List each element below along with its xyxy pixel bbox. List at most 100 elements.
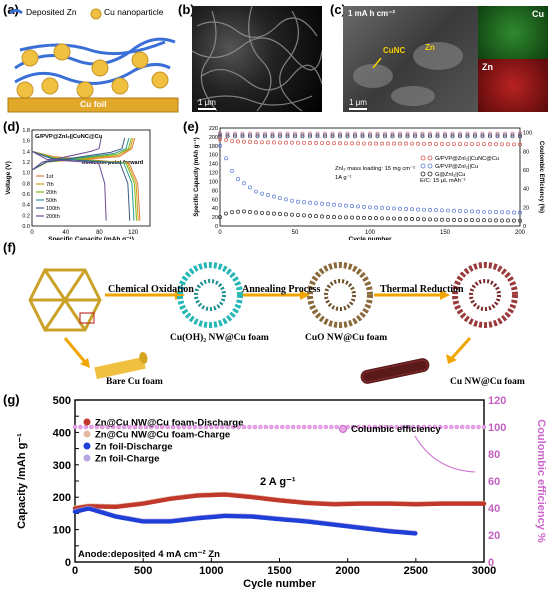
panel-d-ytick: 1.0	[22, 171, 30, 177]
panel-e-data-point	[404, 207, 408, 211]
panel-e-data-point	[302, 213, 306, 218]
panel-e-ce-point	[518, 134, 522, 139]
panel-g-ce-point	[192, 424, 198, 430]
panel-e-data-point	[440, 142, 444, 146]
panel-g-y2tick: 0	[488, 557, 494, 569]
panel-e-data-point	[500, 210, 504, 215]
panel-e-frame	[219, 127, 521, 227]
panel-e-data-point	[440, 217, 444, 222]
panel-e-data-point	[512, 142, 516, 147]
panel-e-ce-point	[368, 134, 372, 139]
panel-g-ce-point	[214, 424, 219, 430]
arrow-down-2	[450, 336, 472, 360]
panel-e-data-point	[404, 141, 408, 146]
panel-c-scale-text: 1 μm	[349, 98, 367, 107]
panel-d-ytick: 1.2	[22, 160, 30, 166]
panel-g-ce-point	[389, 424, 394, 430]
panel-e-data-point	[446, 217, 450, 222]
panel-e-ce-point	[375, 134, 380, 139]
caption-bare: Bare Cu foam	[106, 377, 163, 387]
panel-e-data-point	[368, 216, 372, 220]
panel-e-data-point	[398, 141, 402, 146]
panel-e-ce-point	[270, 131, 275, 136]
panel-e-ce-point	[293, 131, 297, 136]
panel-d-legend-label: 200th	[46, 214, 60, 220]
panel-g-ce-point	[105, 424, 110, 430]
panel-e-y2label: Coulombic Efficiency (%)	[538, 141, 544, 213]
panel-e-legend-label: G@ZnI₂||Cu	[435, 172, 465, 178]
panel-e-ce-point	[420, 133, 425, 137]
panel-e-ce-point	[465, 131, 470, 136]
panel-c-zn-label: Zn	[425, 43, 435, 52]
panel-g-y2tick: 40	[488, 503, 500, 515]
panel-e-data-point	[242, 181, 246, 186]
panel-d-ytick: 0.4	[22, 203, 30, 209]
panel-d-frame	[31, 129, 151, 227]
panel-e-data-point	[302, 200, 306, 205]
panel-e-data-point	[338, 215, 342, 220]
panel-e-data-point	[278, 195, 282, 200]
panel-e-legend-marker-2	[427, 171, 433, 177]
panel-d-xtick: 80	[96, 230, 103, 236]
panel-e-ce-point	[375, 133, 380, 137]
panel-e-ytick: 80	[212, 188, 218, 194]
panel-d-charge-curve	[31, 137, 102, 171]
panel-g-ce-point	[274, 424, 279, 430]
panel-e-data-point	[254, 210, 258, 215]
panel-g-ce-point	[285, 424, 290, 430]
panel-e-ce-point	[278, 131, 282, 136]
cu-foil-label: Cu foil	[80, 99, 107, 109]
panel-e-ce-point	[443, 133, 447, 137]
panel-e-data-point	[458, 208, 462, 213]
panel-e-ce-point	[428, 131, 432, 136]
panel-e-ce-point	[330, 131, 335, 136]
panel-e-data-point	[488, 209, 492, 214]
panel-e-xtick: 0	[218, 230, 222, 236]
panel-e-ce-point	[465, 133, 470, 137]
panel-e-data-point	[356, 141, 360, 146]
panel-e-data-point	[392, 216, 396, 221]
panel-g-xtick: 3000	[472, 565, 496, 577]
panel-g-ytick: 400	[53, 427, 71, 439]
panel-d-discharge-curve	[31, 150, 131, 221]
panel-g-y2tick: 80	[488, 449, 500, 461]
panel-a-schematic	[7, 8, 179, 113]
panel-e-data-point	[362, 204, 366, 209]
panel-e-data-point	[332, 202, 336, 207]
panel-e-ce-point	[270, 133, 275, 137]
panel-g-ce-point	[405, 424, 410, 430]
panel-g-ce-point	[89, 424, 94, 430]
panel-e-ce-point	[240, 134, 245, 139]
panel-g-ce-point	[203, 424, 209, 430]
panel-g-ce-point	[121, 424, 127, 430]
panel-e-ce-point	[338, 134, 342, 139]
panel-g-xtick: 1000	[199, 565, 223, 577]
panel-e-ce-point	[315, 131, 320, 136]
panel-e-ce-point	[458, 133, 462, 137]
panel-g-ce-point	[323, 424, 329, 430]
panel-g-label: (g)	[3, 392, 20, 407]
panel-e-data-point	[374, 205, 378, 210]
panel-e-data-point	[458, 142, 462, 146]
panel-g-xlabel: Cycle number	[243, 578, 316, 589]
panel-e-data-point	[224, 156, 228, 161]
cu-map: Cu	[478, 6, 548, 59]
panel-f-schematic	[28, 262, 518, 384]
panel-d-ytick: 0.6	[22, 192, 30, 198]
panel-d-discharge-curve	[31, 150, 107, 221]
panel-e-data-point	[404, 216, 408, 221]
panel-e-data-point	[518, 142, 522, 147]
panel-e-ce-point	[225, 134, 230, 139]
panel-e-ce-point	[405, 131, 410, 136]
panel-e-data-point	[452, 217, 456, 222]
panel-e-data-point	[350, 141, 354, 146]
panel-e-data-point	[290, 198, 294, 203]
panel-g-ce-point	[165, 424, 170, 430]
panel-g-ce-point	[94, 424, 100, 430]
panel-e-data-point	[218, 143, 222, 148]
panel-e-ce-point	[368, 131, 372, 136]
panel-e-data-point	[500, 142, 504, 147]
panel-e-ce-point	[218, 134, 222, 139]
step-thermal-reduction: Thermal Reduction	[380, 284, 464, 295]
panel-e-data-point	[434, 208, 438, 213]
